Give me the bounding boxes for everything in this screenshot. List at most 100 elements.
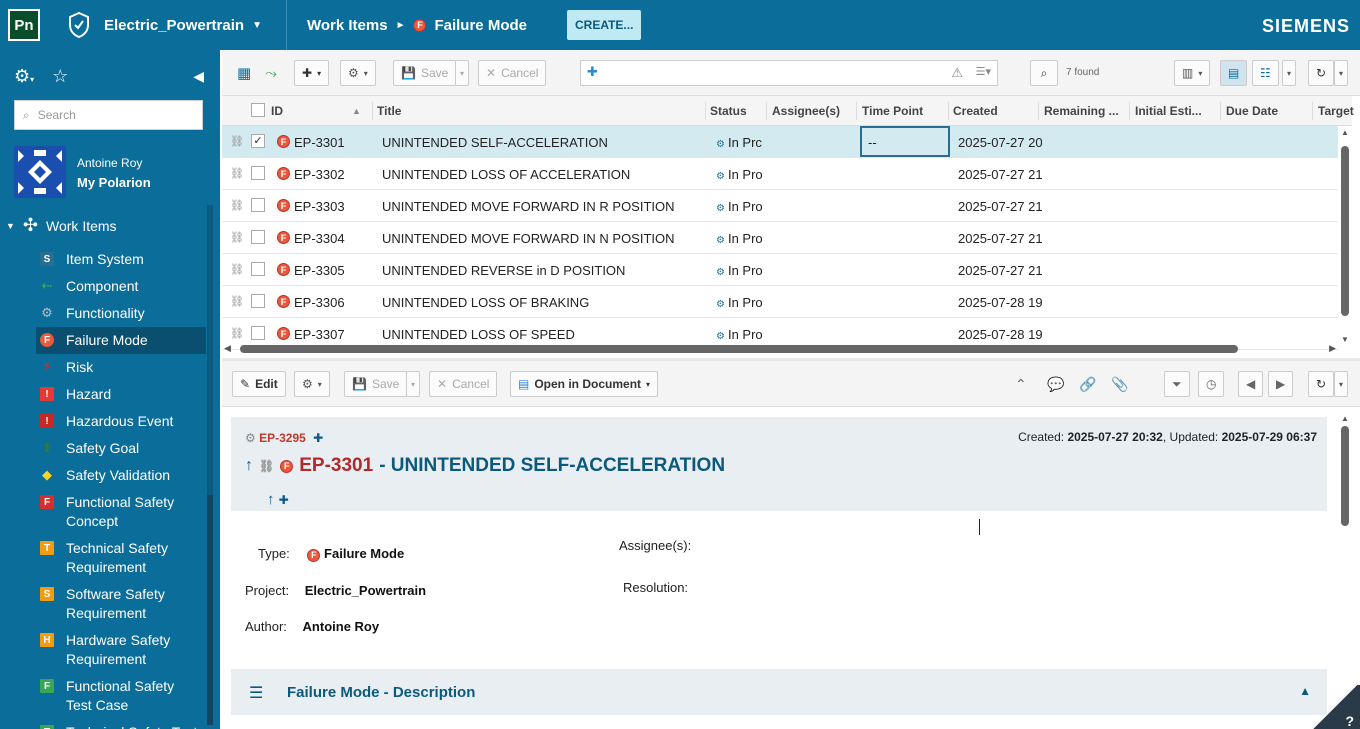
detail-refresh-button[interactable]: ↻ xyxy=(1308,371,1335,397)
table-row[interactable]: ⛓ F EP-3305 UNINTENDED REVERSE in D POSITIO… xyxy=(222,254,1338,286)
detail-save-button[interactable]: 💾 Save xyxy=(344,371,408,397)
query-input[interactable]: ✚ ⚠ ☰▾ xyxy=(580,60,998,86)
sidebar-item-component[interactable]: ⇠ Component xyxy=(36,273,206,300)
row-id[interactable]: EP-3303 xyxy=(294,199,345,214)
link-icon[interactable]: ⛓ xyxy=(230,264,244,276)
my-polarion-link[interactable]: My Polarion xyxy=(77,175,151,190)
detail-save-dropdown[interactable]: ▾ xyxy=(406,371,421,397)
col-due-date[interactable]: Due Date xyxy=(1226,104,1279,118)
scroll-right-icon[interactable]: ▶ xyxy=(1329,343,1336,353)
grid-vertical-scrollbar[interactable]: ▲ ▼ xyxy=(1340,128,1350,344)
sidebar-item-risk[interactable]: ⚡ Risk xyxy=(36,354,206,381)
chevron-down-icon[interactable]: ▼ xyxy=(252,19,262,31)
table-row[interactable]: ⛓ F EP-3304 UNINTENDED MOVE FORWARD IN N PO… xyxy=(222,222,1338,254)
sidebar-item-safety-goal[interactable]: ⬆ Safety Goal xyxy=(36,435,206,462)
row-status[interactable]: ⚙ In Pro xyxy=(716,199,764,214)
sidebar-item-hazard[interactable]: ! Hazard xyxy=(36,381,206,408)
row-title[interactable]: UNINTENDED MOVE FORWARD IN R POSITION xyxy=(382,199,675,214)
previous-button[interactable]: ◀ xyxy=(1238,371,1264,397)
detail-cancel-button[interactable]: ✕ Cancel xyxy=(429,371,498,397)
scroll-up-icon[interactable]: ▲ xyxy=(1341,414,1349,423)
col-initial-estimate[interactable]: Initial Esti... xyxy=(1135,104,1202,118)
comment-icon[interactable]: 💬 xyxy=(1047,375,1065,392)
row-checkbox[interactable] xyxy=(251,326,265,340)
row-checkbox[interactable] xyxy=(251,230,265,244)
expand-caret-icon[interactable]: ▼ xyxy=(6,220,15,231)
link-icon[interactable]: 🔗 xyxy=(1079,375,1097,392)
select-all-checkbox[interactable] xyxy=(251,103,265,117)
tree-view-button[interactable]: ☷ xyxy=(1252,60,1279,86)
sidebar-item-item-system[interactable]: S Item System xyxy=(36,246,206,273)
collapse-section-icon[interactable]: ▲ xyxy=(1299,684,1311,698)
search-button[interactable]: ⌕ xyxy=(1030,60,1058,86)
collapse-all-icon[interactable]: ⌃ xyxy=(1015,375,1027,392)
row-id[interactable]: EP-3306 xyxy=(294,295,345,310)
sidebar-item-functionality[interactable]: ⚙ Functionality xyxy=(36,300,206,327)
add-button[interactable]: ✚ ▾ xyxy=(294,60,330,86)
query-options-icon[interactable]: ☰▾ xyxy=(975,66,991,78)
resolution-field[interactable]: Resolution: xyxy=(623,580,688,595)
add-parent-icon[interactable]: ✚ xyxy=(313,431,324,445)
row-status[interactable]: ⚙ In Pro xyxy=(716,263,764,278)
favorite-star-icon[interactable]: ☆ xyxy=(52,66,69,86)
row-id[interactable]: EP-3304 xyxy=(294,231,345,246)
breadcrumb-work-items[interactable]: Work Items xyxy=(306,16,388,34)
sidebar-item-safety-validation[interactable]: ◆ Safety Validation xyxy=(36,462,206,489)
sidebar-item-functional-safety-concept[interactable]: F Functional Safety Concept xyxy=(36,489,206,535)
edit-button[interactable]: ✎ Edit xyxy=(232,371,286,397)
row-checkbox[interactable] xyxy=(251,166,265,180)
col-target[interactable]: Target xyxy=(1318,104,1354,118)
row-checkbox[interactable]: ✓ xyxy=(251,134,265,148)
row-time-point-editor[interactable]: -- xyxy=(860,126,950,157)
detail-scrollbar[interactable]: ▲ ▼ xyxy=(1340,414,1350,714)
project-selector[interactable]: Electric_Powertrain xyxy=(104,16,245,34)
description-section-header[interactable]: ☰ Failure Mode - Description ▲ xyxy=(231,669,1327,715)
row-status[interactable]: ⚙ In Pro xyxy=(716,295,764,310)
pane-splitter[interactable] xyxy=(222,358,1360,361)
up-arrow-icon[interactable]: ↑ xyxy=(245,457,253,474)
sidebar-item-failure-mode[interactable]: F Failure Mode xyxy=(36,327,206,354)
new-document-icon[interactable]: ▦ xyxy=(237,65,252,82)
avatar[interactable] xyxy=(14,146,66,198)
col-id[interactable]: ID xyxy=(271,104,283,118)
attachment-icon[interactable]: 📎 xyxy=(1111,375,1129,392)
table-row[interactable]: ⛓ F EP-3306 UNINTENDED LOSS OF BRAKING ⚙ In P… xyxy=(222,286,1338,318)
view-dropdown[interactable]: ▾ xyxy=(1282,60,1297,86)
row-title[interactable]: UNINTENDED REVERSE in D POSITION xyxy=(382,263,626,278)
row-title[interactable]: UNINTENDED LOSS OF BRAKING xyxy=(382,295,590,310)
filter-button[interactable]: ⏷ xyxy=(1164,371,1190,397)
link-icon[interactable]: ⛓ xyxy=(230,296,244,308)
save-button[interactable]: 💾 Save xyxy=(393,60,457,86)
sidebar-item-functional-safety-test-case[interactable]: F Functional Safety Test Case xyxy=(36,673,206,719)
row-id[interactable]: EP-3305 xyxy=(294,263,345,278)
row-checkbox[interactable] xyxy=(251,198,265,212)
sidebar-item-technical-safety-requirement[interactable]: T Technical Safety Requirement xyxy=(36,535,206,581)
row-title[interactable]: UNINTENDED MOVE FORWARD IN N POSITION xyxy=(382,231,675,246)
help-corner[interactable]: ? xyxy=(1310,685,1360,729)
breadcrumb-failure-mode[interactable]: Failure Mode xyxy=(434,16,527,34)
col-remaining[interactable]: Remaining ... xyxy=(1044,104,1119,118)
sidebar-scrollbar[interactable] xyxy=(207,205,213,725)
table-view-button[interactable]: ▤ xyxy=(1220,60,1248,86)
settings-gear-icon[interactable]: ⚙▾ xyxy=(14,66,35,86)
col-title[interactable]: Title xyxy=(377,104,402,118)
refresh-button[interactable]: ↻ xyxy=(1308,60,1335,86)
collapse-sidebar-icon[interactable]: ◀ xyxy=(193,68,204,84)
detail-refresh-dropdown[interactable]: ▾ xyxy=(1334,371,1349,397)
row-id[interactable]: EP-3301 xyxy=(294,135,345,150)
table-row[interactable]: ⛓ F EP-3303 UNINTENDED MOVE FORWARD IN R PO… xyxy=(222,190,1338,222)
link-icon[interactable]: ⛓ xyxy=(230,168,244,180)
cancel-button[interactable]: ✕ Cancel xyxy=(478,60,547,86)
sort-ascending-icon[interactable]: ▲ xyxy=(352,106,361,116)
scroll-left-icon[interactable]: ◀ xyxy=(224,343,231,353)
table-row[interactable]: ⛓ F EP-3302 UNINTENDED LOSS OF ACCELERATION… xyxy=(222,158,1338,190)
row-status[interactable]: ⚙ In Pro xyxy=(716,167,764,182)
columns-button[interactable]: ▥ ▾ xyxy=(1174,60,1211,86)
open-in-document-button[interactable]: ▤ Open in Document ▾ xyxy=(510,371,659,397)
row-status[interactable]: ⚙ In Prc xyxy=(716,135,764,150)
actions-gear-button[interactable]: ⚙ ▾ xyxy=(340,60,376,86)
grid-horizontal-scrollbar[interactable]: ◀ ▶ xyxy=(222,342,1338,356)
row-status[interactable]: ⚙ In Pro xyxy=(716,231,764,246)
scroll-up-icon[interactable]: ▲ xyxy=(1341,128,1349,137)
row-title[interactable]: UNINTENDED LOSS OF SPEED xyxy=(382,327,575,342)
